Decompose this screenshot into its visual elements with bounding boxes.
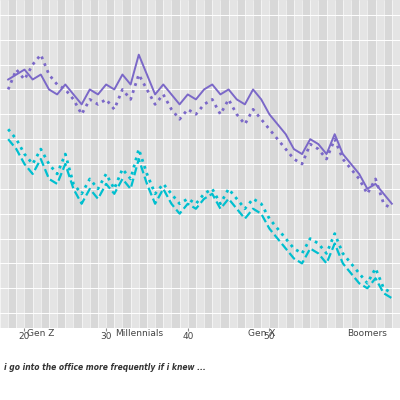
Bar bbox=[310, 0, 318, 328]
Text: Millennials: Millennials bbox=[115, 329, 163, 338]
Bar bbox=[343, 0, 351, 328]
Bar bbox=[376, 0, 384, 328]
Text: Gen X: Gen X bbox=[248, 329, 275, 338]
Bar bbox=[106, 0, 114, 328]
Bar bbox=[155, 0, 163, 328]
Bar bbox=[65, 0, 74, 328]
Bar bbox=[74, 0, 82, 328]
Bar bbox=[212, 0, 220, 328]
Bar bbox=[384, 0, 392, 328]
Bar bbox=[286, 0, 294, 328]
Bar bbox=[359, 0, 367, 328]
Bar bbox=[367, 0, 376, 328]
Bar bbox=[8, 0, 16, 328]
Bar bbox=[318, 0, 326, 328]
Text: i go into the office more frequently if i knew ...: i go into the office more frequently if … bbox=[4, 364, 206, 372]
Bar bbox=[82, 0, 90, 328]
Bar bbox=[41, 0, 49, 328]
Bar bbox=[49, 0, 57, 328]
Bar bbox=[253, 0, 261, 328]
Bar bbox=[24, 0, 33, 328]
Bar bbox=[172, 0, 180, 328]
Bar bbox=[261, 0, 269, 328]
Bar bbox=[147, 0, 155, 328]
Bar bbox=[122, 0, 131, 328]
Text: Boomers: Boomers bbox=[348, 329, 387, 338]
Bar bbox=[57, 0, 65, 328]
Bar bbox=[351, 0, 359, 328]
Bar bbox=[90, 0, 98, 328]
Bar bbox=[237, 0, 245, 328]
Bar bbox=[0, 0, 8, 328]
Bar bbox=[188, 0, 196, 328]
Bar bbox=[139, 0, 147, 328]
Bar bbox=[294, 0, 302, 328]
Bar bbox=[16, 0, 24, 328]
Bar bbox=[98, 0, 106, 328]
Bar bbox=[269, 0, 278, 328]
Text: Gen Z: Gen Z bbox=[27, 329, 54, 338]
Bar bbox=[245, 0, 253, 328]
Bar bbox=[302, 0, 310, 328]
Bar bbox=[114, 0, 122, 328]
Bar bbox=[392, 0, 400, 328]
Bar bbox=[326, 0, 335, 328]
Bar bbox=[163, 0, 172, 328]
Bar bbox=[33, 0, 41, 328]
Bar bbox=[335, 0, 343, 328]
Bar bbox=[228, 0, 237, 328]
Bar bbox=[196, 0, 204, 328]
Bar bbox=[278, 0, 286, 328]
Bar bbox=[220, 0, 228, 328]
Bar bbox=[204, 0, 212, 328]
Bar bbox=[180, 0, 188, 328]
Bar bbox=[131, 0, 139, 328]
